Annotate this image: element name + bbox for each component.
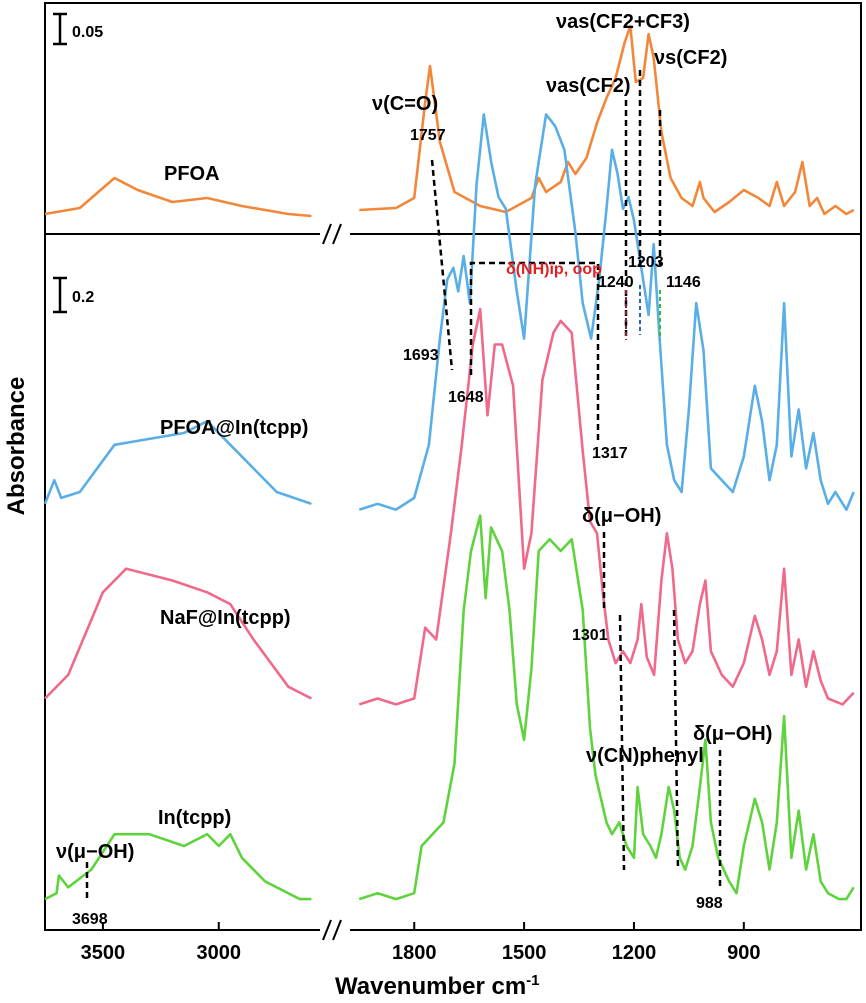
peak-label-1317: 1317 bbox=[592, 445, 628, 462]
peak-label-988: 988 bbox=[696, 895, 723, 912]
peak-markers bbox=[625, 285, 661, 340]
series-line-naf-in-tcpp- bbox=[44, 307, 855, 706]
peak-label-3698: 3698 bbox=[72, 911, 108, 928]
scale-bar-top: 0.05 bbox=[53, 12, 103, 46]
peak-label-1648: 1648 bbox=[448, 389, 484, 406]
peak-label-1693: 1693 bbox=[403, 347, 439, 364]
scale-bar-bottom-label: 0.2 bbox=[72, 289, 94, 306]
guide-nh-bracket bbox=[469, 261, 600, 440]
mode-label-cf-mix: νas(CF2+CF3) bbox=[556, 11, 690, 33]
x-ticks: 3500 3000 1800 1500 1200 900 bbox=[81, 922, 761, 964]
peak-label-1301: 1301 bbox=[572, 627, 608, 644]
guide-1301-lower bbox=[618, 614, 626, 871]
mode-label-muoh-2: δ(μ−OH) bbox=[693, 723, 772, 745]
mode-label-cfs: νs(CF2) bbox=[654, 47, 727, 69]
series-line-pfoa bbox=[44, 24, 855, 218]
guide-lines bbox=[85, 70, 722, 898]
x-tick-label-900: 900 bbox=[727, 942, 760, 964]
x-tick-label-3500: 3500 bbox=[81, 942, 126, 964]
mode-label-nh: δ(NH)ip, oop bbox=[506, 261, 602, 278]
x-axis-title-unit: -1 bbox=[526, 972, 539, 989]
scale-bar-top-label: 0.05 bbox=[72, 24, 103, 41]
series-label-pfoa: PFOA bbox=[164, 163, 220, 185]
x-tick-label-1500: 1500 bbox=[502, 942, 547, 964]
series-label-naf-intcpp: NaF@In(tcpp) bbox=[160, 607, 291, 629]
guide-1757-1693 bbox=[430, 159, 454, 371]
x-tick-label-1800: 1800 bbox=[392, 942, 437, 964]
series-label-pfoa-intcpp: PFOA@In(tcpp) bbox=[160, 417, 308, 439]
mode-label-cn: ν(CN)phenyl bbox=[586, 745, 704, 767]
mode-label-muoh-3: ν(μ−OH) bbox=[56, 841, 134, 863]
axis-break bbox=[320, 223, 350, 941]
mode-label-muoh-1: δ(μ−OH) bbox=[582, 505, 661, 527]
x-axis-title-main: Wavenumber cm bbox=[335, 973, 526, 1000]
plot-frame bbox=[44, 2, 862, 931]
y-axis-title: Absorbance bbox=[3, 377, 30, 516]
scale-bar-bottom: 0.2 bbox=[53, 276, 94, 314]
x-axis-title: Wavenumber cm-1 bbox=[335, 972, 540, 1000]
mode-label-co: ν(C=O) bbox=[372, 93, 438, 115]
guide-cn bbox=[672, 609, 680, 871]
peak-label-1757: 1757 bbox=[410, 127, 446, 144]
x-tick-label-3000: 3000 bbox=[197, 942, 242, 964]
x-tick-label-1200: 1200 bbox=[612, 942, 657, 964]
series-layer bbox=[43, 24, 855, 901]
peak-label-1240: 1240 bbox=[598, 274, 634, 291]
mode-label-cf2: νas(CF2) bbox=[546, 75, 630, 97]
peak-label-1146: 1146 bbox=[666, 274, 701, 291]
series-label-intcpp: In(tcpp) bbox=[158, 807, 231, 829]
series-line-in-tcpp- bbox=[44, 514, 855, 901]
peak-label-1203: 1203 bbox=[628, 254, 664, 271]
